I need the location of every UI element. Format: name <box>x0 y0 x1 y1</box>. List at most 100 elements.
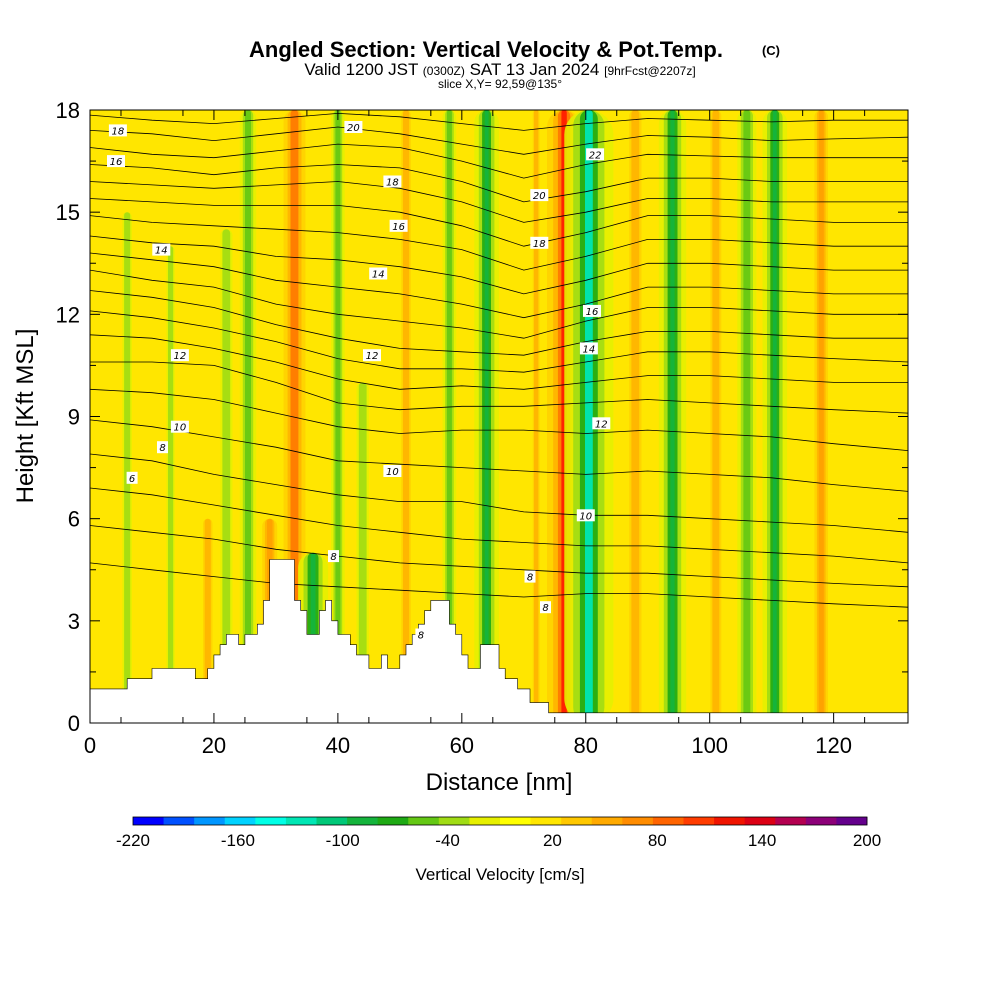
contour-label-text: 6 <box>129 474 135 485</box>
forecast-tag: [9hrFcst@2207z] <box>604 64 696 78</box>
velocity-band <box>124 212 131 723</box>
isentrope-line <box>90 126 908 155</box>
terrain <box>90 559 908 723</box>
contour-label-bg <box>363 349 381 362</box>
colorbar-tick-label: 140 <box>748 831 776 850</box>
y-tick-label: 6 <box>68 507 80 532</box>
x-tick-label: 60 <box>450 733 474 758</box>
plot-area <box>90 110 908 723</box>
contour-label-bg <box>328 550 339 563</box>
velocity-band <box>631 110 640 723</box>
contour-label: 18 <box>530 236 549 250</box>
colorbar-tick-label: -160 <box>221 831 255 850</box>
contour-label-bg <box>583 304 601 317</box>
contour-label-text: 14 <box>155 246 168 257</box>
velocity-band <box>712 110 720 723</box>
velocity-band <box>743 110 751 723</box>
chart-title-tag: (C) <box>762 43 780 58</box>
velocity-band <box>168 246 174 723</box>
x-tick-label: 120 <box>815 733 852 758</box>
velocity-band <box>818 110 824 723</box>
x-tick-label: 40 <box>326 733 350 758</box>
colorbar-swatch <box>744 817 776 825</box>
valid-zulu-time: (0300Z) <box>423 64 465 78</box>
colorbar-tick-label: 200 <box>853 831 881 850</box>
colorbar-swatch <box>285 817 317 825</box>
vertical-velocity-field <box>122 110 828 723</box>
x-tick-label: 100 <box>691 733 728 758</box>
y-tick-label: 3 <box>68 609 80 634</box>
potential-temperature-contours <box>90 112 908 608</box>
contour-label: 8 <box>524 570 536 584</box>
contour-label-text: 12 <box>595 419 608 430</box>
velocity-band <box>335 110 341 723</box>
contour-label: 12 <box>592 417 611 430</box>
contour-label-text: 10 <box>174 423 187 434</box>
colorbar-tick-label: 20 <box>543 831 562 850</box>
contour-label: 20 <box>530 189 549 202</box>
contour-label-bg <box>170 349 189 362</box>
colorbar-swatch <box>530 817 562 825</box>
colorbar-tick-label: -40 <box>435 831 460 850</box>
contour-label-text: 8 <box>542 603 548 614</box>
contour-labels: 18 16 14 12 10 8 6 20 18 16 14 12 10 8 8 22 20 18 16 14 12 10… <box>107 121 611 642</box>
isentrope-line <box>90 198 908 247</box>
contour-label-text: 14 <box>583 344 596 355</box>
contour-label-bg <box>383 175 402 188</box>
contour-label-bg <box>389 219 408 232</box>
isentrope-line <box>90 334 908 390</box>
velocity-band <box>772 110 777 723</box>
contour-label: 16 <box>107 155 125 168</box>
contour-label: 10 <box>170 420 189 434</box>
isentrope-line <box>90 112 908 131</box>
contour-label: 20 <box>344 121 363 134</box>
contour-label-bg <box>344 121 363 133</box>
velocity-band <box>670 110 675 723</box>
isentrope-line <box>90 269 908 339</box>
contour-label-bg <box>592 417 611 430</box>
velocity-band <box>446 110 452 723</box>
contour-label-bg <box>586 148 605 161</box>
y-tick-label: 15 <box>56 200 80 225</box>
contour-label-bg <box>170 420 189 433</box>
contour-label-bg <box>540 601 551 614</box>
x-tick-label: 20 <box>202 733 226 758</box>
contour-label-text: 8 <box>527 573 533 584</box>
colorbar-swatch <box>500 817 531 825</box>
y-axis-label: Height [Kft MSL] <box>12 329 39 504</box>
x-axis: 0 20 40 60 80 100 120 <box>84 110 866 758</box>
contour-label-bg <box>576 509 595 522</box>
contour-label-bg <box>530 236 549 249</box>
contour-label: 8 <box>540 601 551 614</box>
valid-time-line: Valid 1200 JST (0300Z) SAT 13 Jan 2024 [… <box>304 60 695 79</box>
contour-label-bg <box>579 342 598 355</box>
contour-label: 10 <box>576 509 595 522</box>
contour-label-text: 8 <box>159 443 165 454</box>
contour-label-bg <box>383 465 402 477</box>
contour-label-text: 16 <box>392 222 405 233</box>
isentrope-line <box>90 215 908 271</box>
colorbar-swatch <box>775 817 807 825</box>
isentrope-line <box>90 562 908 608</box>
colorbar-swatch <box>316 817 348 825</box>
valid-local-time: Valid 1200 JST <box>304 60 418 79</box>
contour-label: 10 <box>383 465 402 478</box>
colorbar-swatch <box>408 817 440 825</box>
isentrope-line <box>90 525 908 588</box>
y-tick-label: 0 <box>68 711 80 736</box>
colorbar-swatch <box>194 817 226 825</box>
contour-label-bg <box>530 189 549 202</box>
isentrope-line <box>90 143 908 179</box>
y-tick-label: 18 <box>56 98 80 123</box>
contour-label: 8 <box>328 550 339 563</box>
colorbar-swatch <box>469 817 501 825</box>
contour-label: 18 <box>383 175 402 189</box>
colorbar-swatch <box>836 817 868 825</box>
y-tick-label: 9 <box>68 405 80 430</box>
contour-label-bg <box>369 267 388 280</box>
x-tick-label: 0 <box>84 733 96 758</box>
isentrope-line <box>90 181 908 223</box>
contour-label: 14 <box>579 342 598 355</box>
colorbar-swatch <box>438 817 470 825</box>
